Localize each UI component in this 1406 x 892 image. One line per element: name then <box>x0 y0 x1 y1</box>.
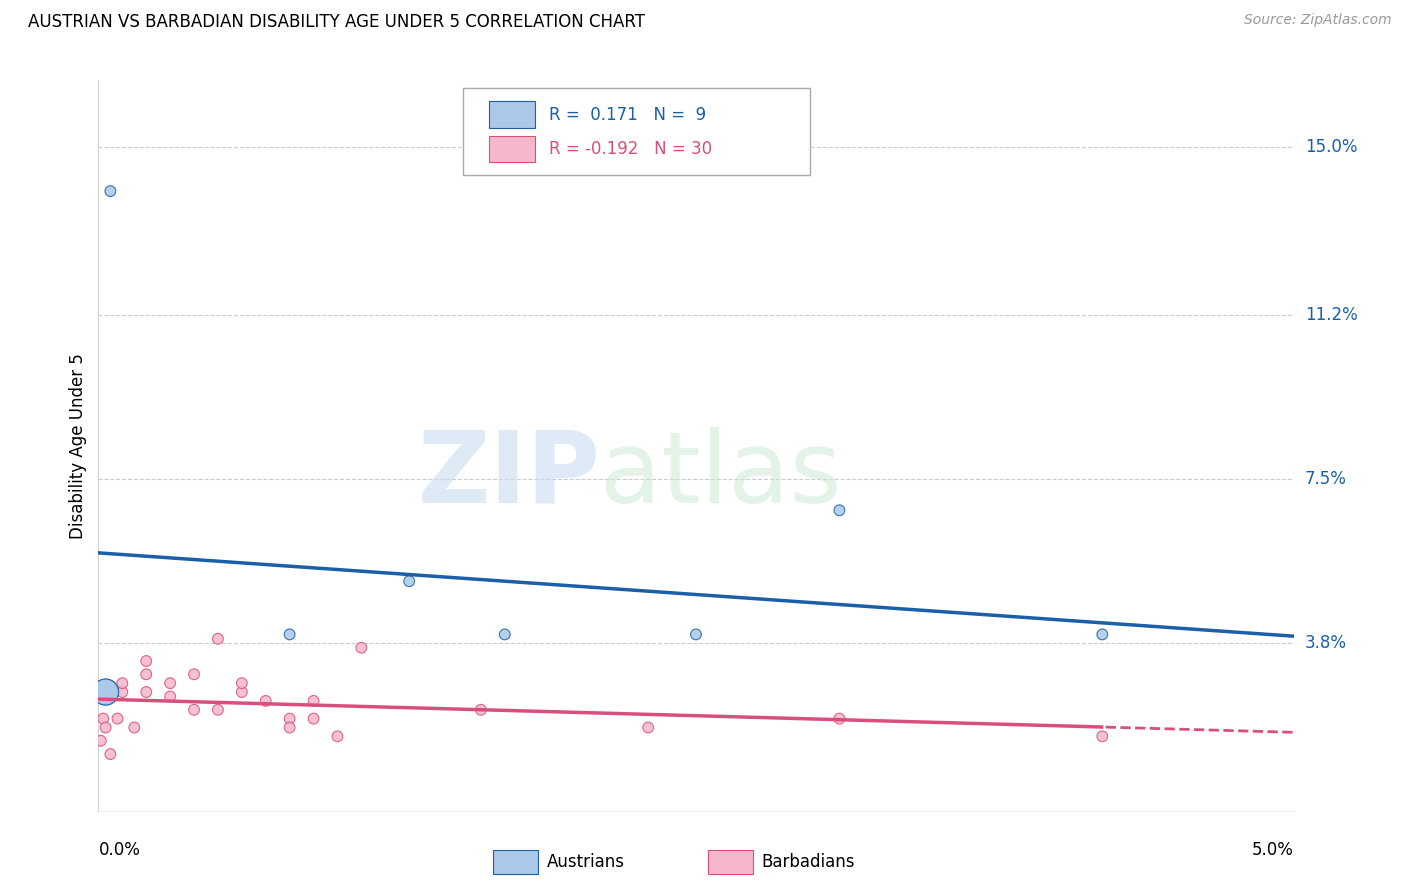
Point <box>111 676 134 690</box>
Point <box>1091 627 1114 641</box>
Point <box>470 703 492 717</box>
Point <box>90 733 112 747</box>
Point <box>302 694 325 708</box>
Point <box>207 632 229 646</box>
Point <box>98 184 122 198</box>
Point <box>828 712 851 726</box>
Point <box>231 685 253 699</box>
Point <box>107 712 129 726</box>
Text: R =  0.171   N =  9: R = 0.171 N = 9 <box>548 105 706 124</box>
Text: R = -0.192   N = 30: R = -0.192 N = 30 <box>548 140 711 158</box>
Point <box>183 703 205 717</box>
Point <box>159 676 181 690</box>
Point <box>111 685 134 699</box>
Text: 5.0%: 5.0% <box>1251 841 1294 859</box>
Text: Austrians: Austrians <box>547 853 624 871</box>
FancyBboxPatch shape <box>709 850 754 874</box>
Point <box>183 667 205 681</box>
Point <box>326 730 349 744</box>
Point <box>685 627 707 641</box>
Point <box>135 685 157 699</box>
Text: 3.8%: 3.8% <box>1305 634 1347 652</box>
Text: Barbadians: Barbadians <box>762 853 855 871</box>
Point <box>254 694 277 708</box>
Point <box>94 721 117 735</box>
Text: 11.2%: 11.2% <box>1305 306 1357 324</box>
Point <box>494 627 516 641</box>
Text: Source: ZipAtlas.com: Source: ZipAtlas.com <box>1244 13 1392 28</box>
Text: 7.5%: 7.5% <box>1305 470 1347 488</box>
Point <box>637 721 659 735</box>
Point <box>98 747 122 761</box>
Text: 0.0%: 0.0% <box>98 841 141 859</box>
Point <box>350 640 373 655</box>
FancyBboxPatch shape <box>489 136 534 162</box>
FancyBboxPatch shape <box>494 850 538 874</box>
FancyBboxPatch shape <box>463 87 810 176</box>
Y-axis label: Disability Age Under 5: Disability Age Under 5 <box>69 353 87 539</box>
Point <box>207 703 229 717</box>
Point <box>135 667 157 681</box>
Point <box>91 712 114 726</box>
Point <box>278 712 301 726</box>
Text: atlas: atlas <box>600 426 842 524</box>
Point <box>231 676 253 690</box>
Text: 15.0%: 15.0% <box>1305 137 1357 156</box>
Point <box>828 503 851 517</box>
Point <box>135 654 157 668</box>
Point <box>398 574 420 589</box>
Point <box>278 721 301 735</box>
FancyBboxPatch shape <box>489 102 534 128</box>
Point <box>124 721 146 735</box>
Text: AUSTRIAN VS BARBADIAN DISABILITY AGE UNDER 5 CORRELATION CHART: AUSTRIAN VS BARBADIAN DISABILITY AGE UND… <box>28 13 645 31</box>
Point <box>1091 730 1114 744</box>
Text: ZIP: ZIP <box>418 426 600 524</box>
Point <box>94 685 117 699</box>
Point <box>159 690 181 704</box>
Point <box>278 627 301 641</box>
Point <box>94 685 117 699</box>
Point <box>302 712 325 726</box>
